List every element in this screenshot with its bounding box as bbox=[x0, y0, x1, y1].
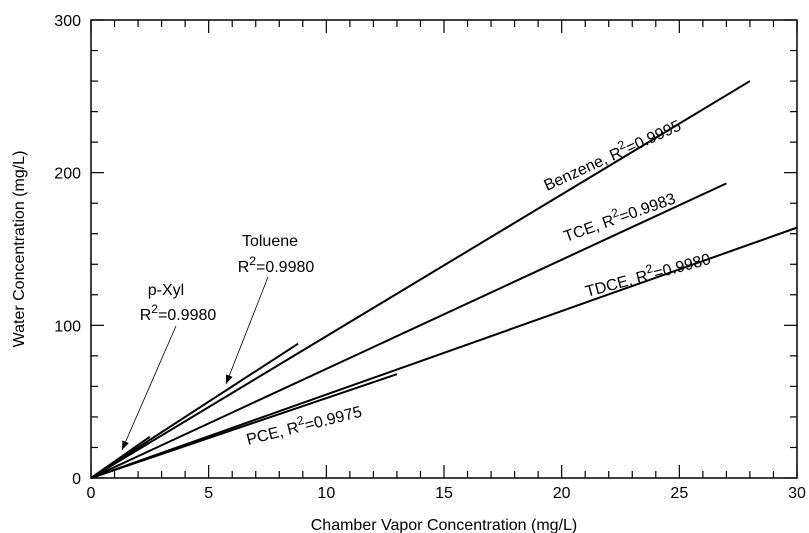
x-tick-label: 15 bbox=[435, 485, 453, 502]
x-tick-label: 10 bbox=[317, 485, 335, 502]
y-tick-label: 0 bbox=[72, 471, 81, 488]
leader-pxyl-arrow bbox=[122, 440, 129, 450]
x-tick-label: 20 bbox=[553, 485, 571, 502]
label-pxyl-r2: R2=0.9980 bbox=[140, 302, 217, 324]
label-toluene-name: Toluene bbox=[242, 233, 298, 250]
label-pxyl-name: p-Xyl bbox=[148, 282, 184, 299]
series-line-tdce bbox=[90, 226, 798, 479]
x-axis-title: Chamber Vapor Concentration (mg/L) bbox=[311, 517, 578, 533]
leader-toluene-arrow bbox=[226, 374, 233, 384]
x-tick-label: 30 bbox=[788, 485, 806, 502]
axis-ticks bbox=[90, 19, 798, 479]
leader-pxyl bbox=[121, 325, 177, 451]
x-tick-label: 25 bbox=[670, 485, 688, 502]
series-line-pce bbox=[90, 373, 398, 479]
x-tick-label: 0 bbox=[87, 485, 96, 502]
series-line-toluene bbox=[90, 342, 299, 479]
label-leaders bbox=[121, 276, 269, 451]
series-line-benzene bbox=[90, 80, 751, 479]
series-line-p-xyl bbox=[90, 435, 151, 479]
leader-toluene bbox=[225, 276, 269, 385]
label-tce: TCE, R2=0.9983 bbox=[560, 186, 678, 246]
label-benzene: Benzene, R2=0.9995 bbox=[540, 113, 684, 195]
x-tick-label: 5 bbox=[204, 485, 213, 502]
label-tdce: TDCE, R2=0.9980 bbox=[582, 246, 712, 301]
label-toluene-r2: R2=0.9980 bbox=[238, 254, 315, 276]
y-tick-label: 100 bbox=[54, 318, 81, 335]
y-tick-label: 300 bbox=[54, 13, 81, 30]
series-lines bbox=[90, 80, 798, 479]
series-line-tce bbox=[90, 182, 727, 479]
y-axis-title: Water Concentration (mg/L) bbox=[11, 151, 28, 348]
y-tick-label: 200 bbox=[54, 166, 81, 183]
